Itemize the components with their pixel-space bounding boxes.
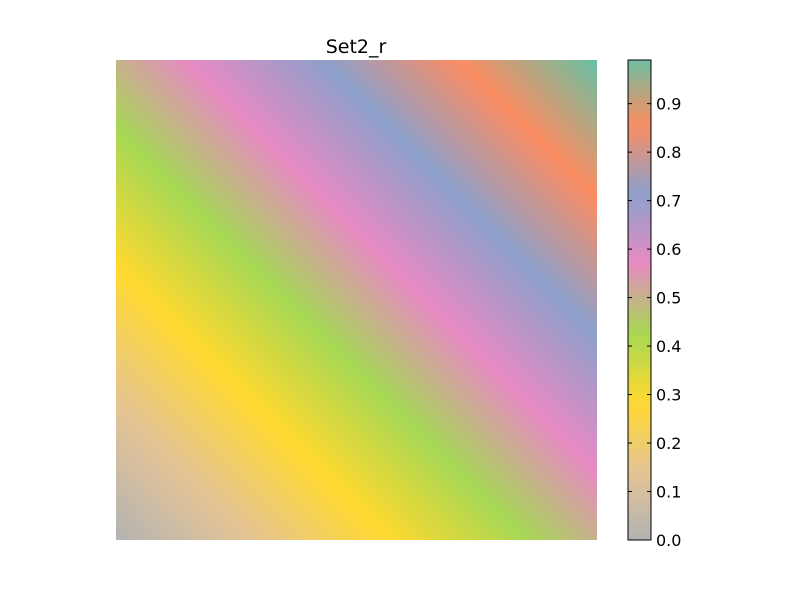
colorbar-tick-label: 0.2 <box>656 434 681 453</box>
colorbar-tick-label: 0.6 <box>656 240 681 259</box>
colorbar <box>628 60 651 540</box>
heatmap-image <box>116 60 597 540</box>
colorbar-tick-label: 0.4 <box>656 337 681 356</box>
colorbar-tick-label: 0.8 <box>656 143 681 162</box>
colorbar-tick-label: 0.3 <box>656 386 681 405</box>
colorbar-tick-label: 0.9 <box>656 95 681 114</box>
colorbar-tick-label: 0.1 <box>656 483 681 502</box>
colorbar-ticks: 0.0 0.1 0.2 0.3 0.4 0.5 0.6 0.7 0.8 0.9 <box>628 95 681 550</box>
colorbar-tick-label: 0.0 <box>656 531 681 550</box>
chart-title: Set2_r <box>326 36 387 58</box>
colorbar-tick-label: 0.5 <box>656 289 681 308</box>
colorbar-tick-label: 0.7 <box>656 192 681 211</box>
colorbar-frame <box>627 59 652 541</box>
